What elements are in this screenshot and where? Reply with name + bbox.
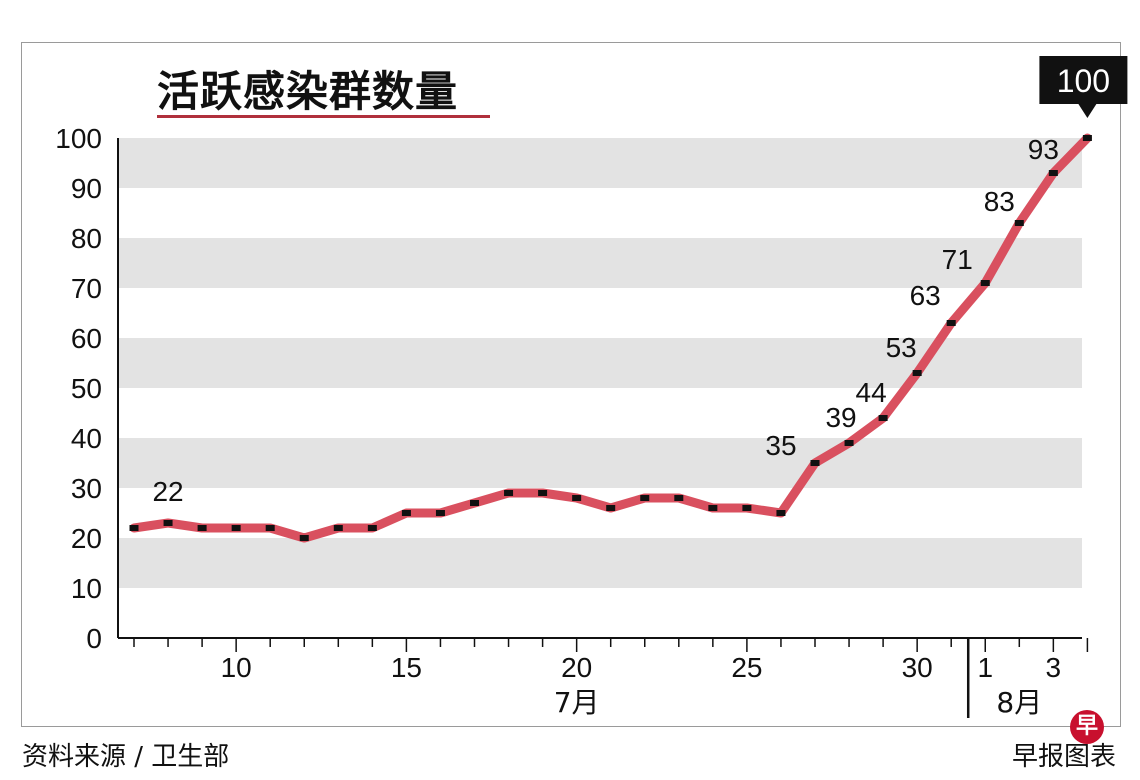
data-point bbox=[640, 495, 650, 501]
callout-label: 100 bbox=[1057, 63, 1110, 99]
publisher-label: 早报图表 bbox=[1011, 742, 1116, 772]
month-label: 7月 bbox=[554, 686, 600, 719]
data-label: 63 bbox=[910, 280, 941, 311]
y-tick-label: 40 bbox=[71, 423, 102, 454]
source-label: 资料来源 / 卫生部 bbox=[22, 742, 230, 772]
callout-pointer bbox=[1078, 104, 1097, 118]
data-point bbox=[606, 505, 616, 511]
x-tick-label: 10 bbox=[221, 652, 252, 683]
x-tick-label: 25 bbox=[731, 652, 762, 683]
y-tick-labels: 0 10 20 30 40 50 60 70 80 90 100 bbox=[55, 123, 102, 654]
data-point bbox=[912, 370, 922, 376]
callout-box bbox=[1039, 56, 1128, 104]
data-point bbox=[470, 500, 479, 506]
data-point bbox=[980, 280, 990, 286]
data-point bbox=[333, 525, 343, 531]
data-point bbox=[401, 510, 411, 516]
data-point bbox=[1048, 170, 1058, 176]
data-label: 53 bbox=[886, 332, 917, 363]
title-underline bbox=[157, 115, 490, 118]
y-tick-label: 80 bbox=[71, 223, 102, 254]
y-tick-label: 30 bbox=[71, 473, 102, 504]
data-label: 93 bbox=[1028, 134, 1059, 165]
data-point bbox=[742, 505, 752, 511]
data-point bbox=[1082, 135, 1092, 141]
chart-title: 活跃感染群数量 bbox=[157, 67, 459, 116]
x-tick-label: 30 bbox=[902, 652, 933, 683]
chart-frame bbox=[21, 42, 1121, 727]
y-tick-label: 0 bbox=[86, 623, 102, 654]
data-label: 39 bbox=[825, 402, 856, 433]
y-tick-label: 20 bbox=[71, 523, 102, 554]
data-point bbox=[163, 520, 173, 526]
y-tick-label: 50 bbox=[71, 373, 102, 404]
x-tick-labels: 10 15 20 25 30 1 3 7月 8月 bbox=[133, 638, 1089, 719]
data-point bbox=[878, 415, 888, 421]
data-point bbox=[844, 440, 854, 446]
grid-band bbox=[118, 238, 1082, 288]
x-tick-label: 3 bbox=[1046, 652, 1062, 683]
data-point bbox=[299, 535, 309, 541]
series-layer bbox=[129, 133, 1092, 543]
data-point bbox=[504, 490, 514, 496]
grid-band bbox=[118, 538, 1082, 588]
data-label: 71 bbox=[942, 244, 973, 275]
data-point bbox=[197, 525, 207, 531]
y-tick-label: 60 bbox=[71, 323, 102, 354]
data-point bbox=[435, 510, 445, 516]
grid-band bbox=[118, 138, 1082, 188]
x-tick-label: 1 bbox=[977, 652, 993, 683]
grid-band bbox=[118, 438, 1082, 488]
data-point bbox=[946, 320, 956, 326]
y-tick-label: 10 bbox=[71, 573, 102, 604]
data-label: 83 bbox=[984, 186, 1015, 217]
data-point bbox=[367, 525, 377, 531]
data-point bbox=[572, 495, 582, 501]
data-point bbox=[708, 505, 718, 511]
x-tick-label: 15 bbox=[391, 652, 422, 683]
data-point bbox=[231, 525, 241, 531]
data-label: 35 bbox=[765, 430, 796, 461]
y-tick-label: 100 bbox=[55, 123, 102, 154]
data-point bbox=[265, 525, 275, 531]
callout: 100 bbox=[1039, 56, 1128, 118]
data-point bbox=[129, 525, 139, 531]
axes bbox=[117, 138, 1082, 639]
x-tick-label: 20 bbox=[561, 652, 592, 683]
y-tick-label: 90 bbox=[71, 173, 102, 204]
data-point bbox=[538, 490, 548, 496]
data-point bbox=[1014, 220, 1024, 226]
publisher-logo-icon: 早 bbox=[1070, 710, 1104, 744]
data-point bbox=[674, 495, 684, 501]
grid-bands bbox=[118, 138, 1082, 588]
data-point bbox=[810, 460, 820, 466]
data-label: 44 bbox=[856, 377, 887, 408]
data-label: 22 bbox=[152, 476, 183, 507]
y-tick-label: 70 bbox=[71, 273, 102, 304]
month-label: 8月 bbox=[996, 686, 1042, 719]
data-point bbox=[776, 510, 786, 516]
